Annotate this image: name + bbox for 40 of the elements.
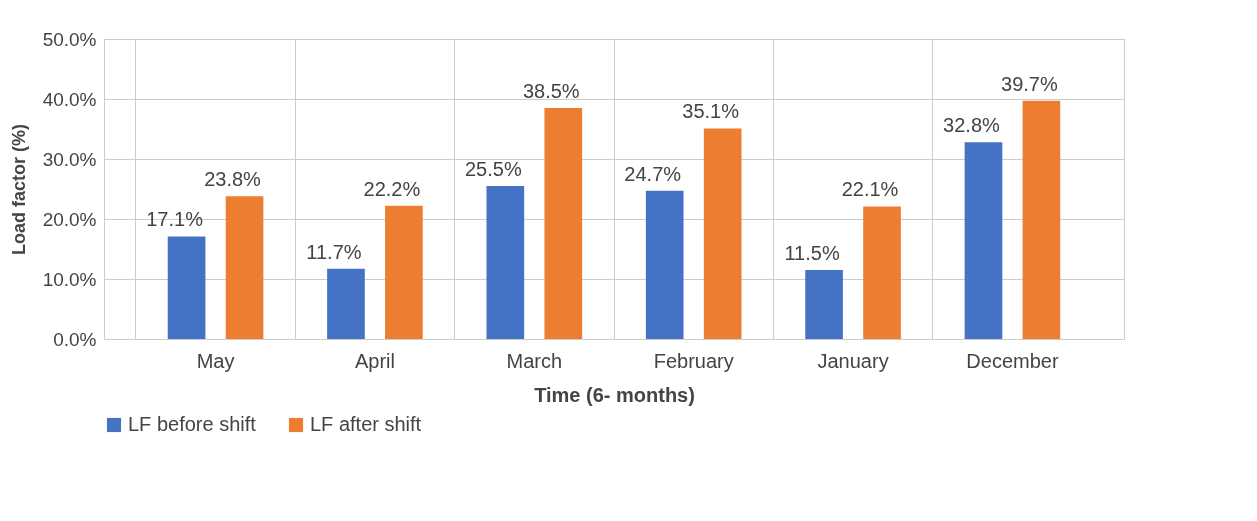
x-tick-label: March <box>506 349 563 372</box>
bar <box>167 236 206 339</box>
data-label: 17.1% <box>146 208 204 231</box>
data-label: 23.8% <box>204 168 262 191</box>
data-label: 22.1% <box>841 178 899 201</box>
bar <box>805 270 843 339</box>
x-tick-label: February <box>653 349 734 372</box>
data-label: 11.7% <box>306 240 362 263</box>
bar <box>385 205 423 339</box>
bar <box>486 186 525 339</box>
data-label: 39.7% <box>1001 72 1058 95</box>
bar <box>225 196 264 339</box>
bar <box>544 108 583 339</box>
y-tick-label: 20.0% <box>42 208 97 230</box>
bar <box>1022 100 1061 339</box>
data-label: 32.8% <box>943 114 1001 137</box>
bar <box>964 142 1003 339</box>
data-label: 38.5% <box>522 80 580 102</box>
x-tick-label: December <box>966 349 1059 372</box>
bar <box>863 206 901 339</box>
bar <box>703 128 742 339</box>
y-tick-label: 40.0% <box>42 88 97 110</box>
legend-label: LF before shift <box>128 413 257 435</box>
data-label: 11.5% <box>784 242 840 264</box>
y-tick-label: 10.0% <box>42 268 97 290</box>
y-tick-label: 0.0% <box>53 328 97 350</box>
data-label: 35.1% <box>682 100 740 123</box>
data-label: 22.2% <box>363 177 421 200</box>
y-tick-label: 30.0% <box>42 148 97 170</box>
x-tick-label: April <box>354 349 395 372</box>
x-axis-title: Time (6- months) <box>534 383 695 406</box>
y-tick-label: 50.0% <box>42 28 97 50</box>
bar <box>327 268 365 339</box>
bar <box>645 190 684 339</box>
x-tick-label: January <box>817 349 889 372</box>
y-axis-title: Load factor (%) <box>8 123 29 256</box>
data-label: 24.7% <box>624 162 682 185</box>
legend-label: LF after shift <box>310 413 422 435</box>
data-label: 25.5% <box>464 158 522 180</box>
x-tick-label: May <box>196 349 235 372</box>
